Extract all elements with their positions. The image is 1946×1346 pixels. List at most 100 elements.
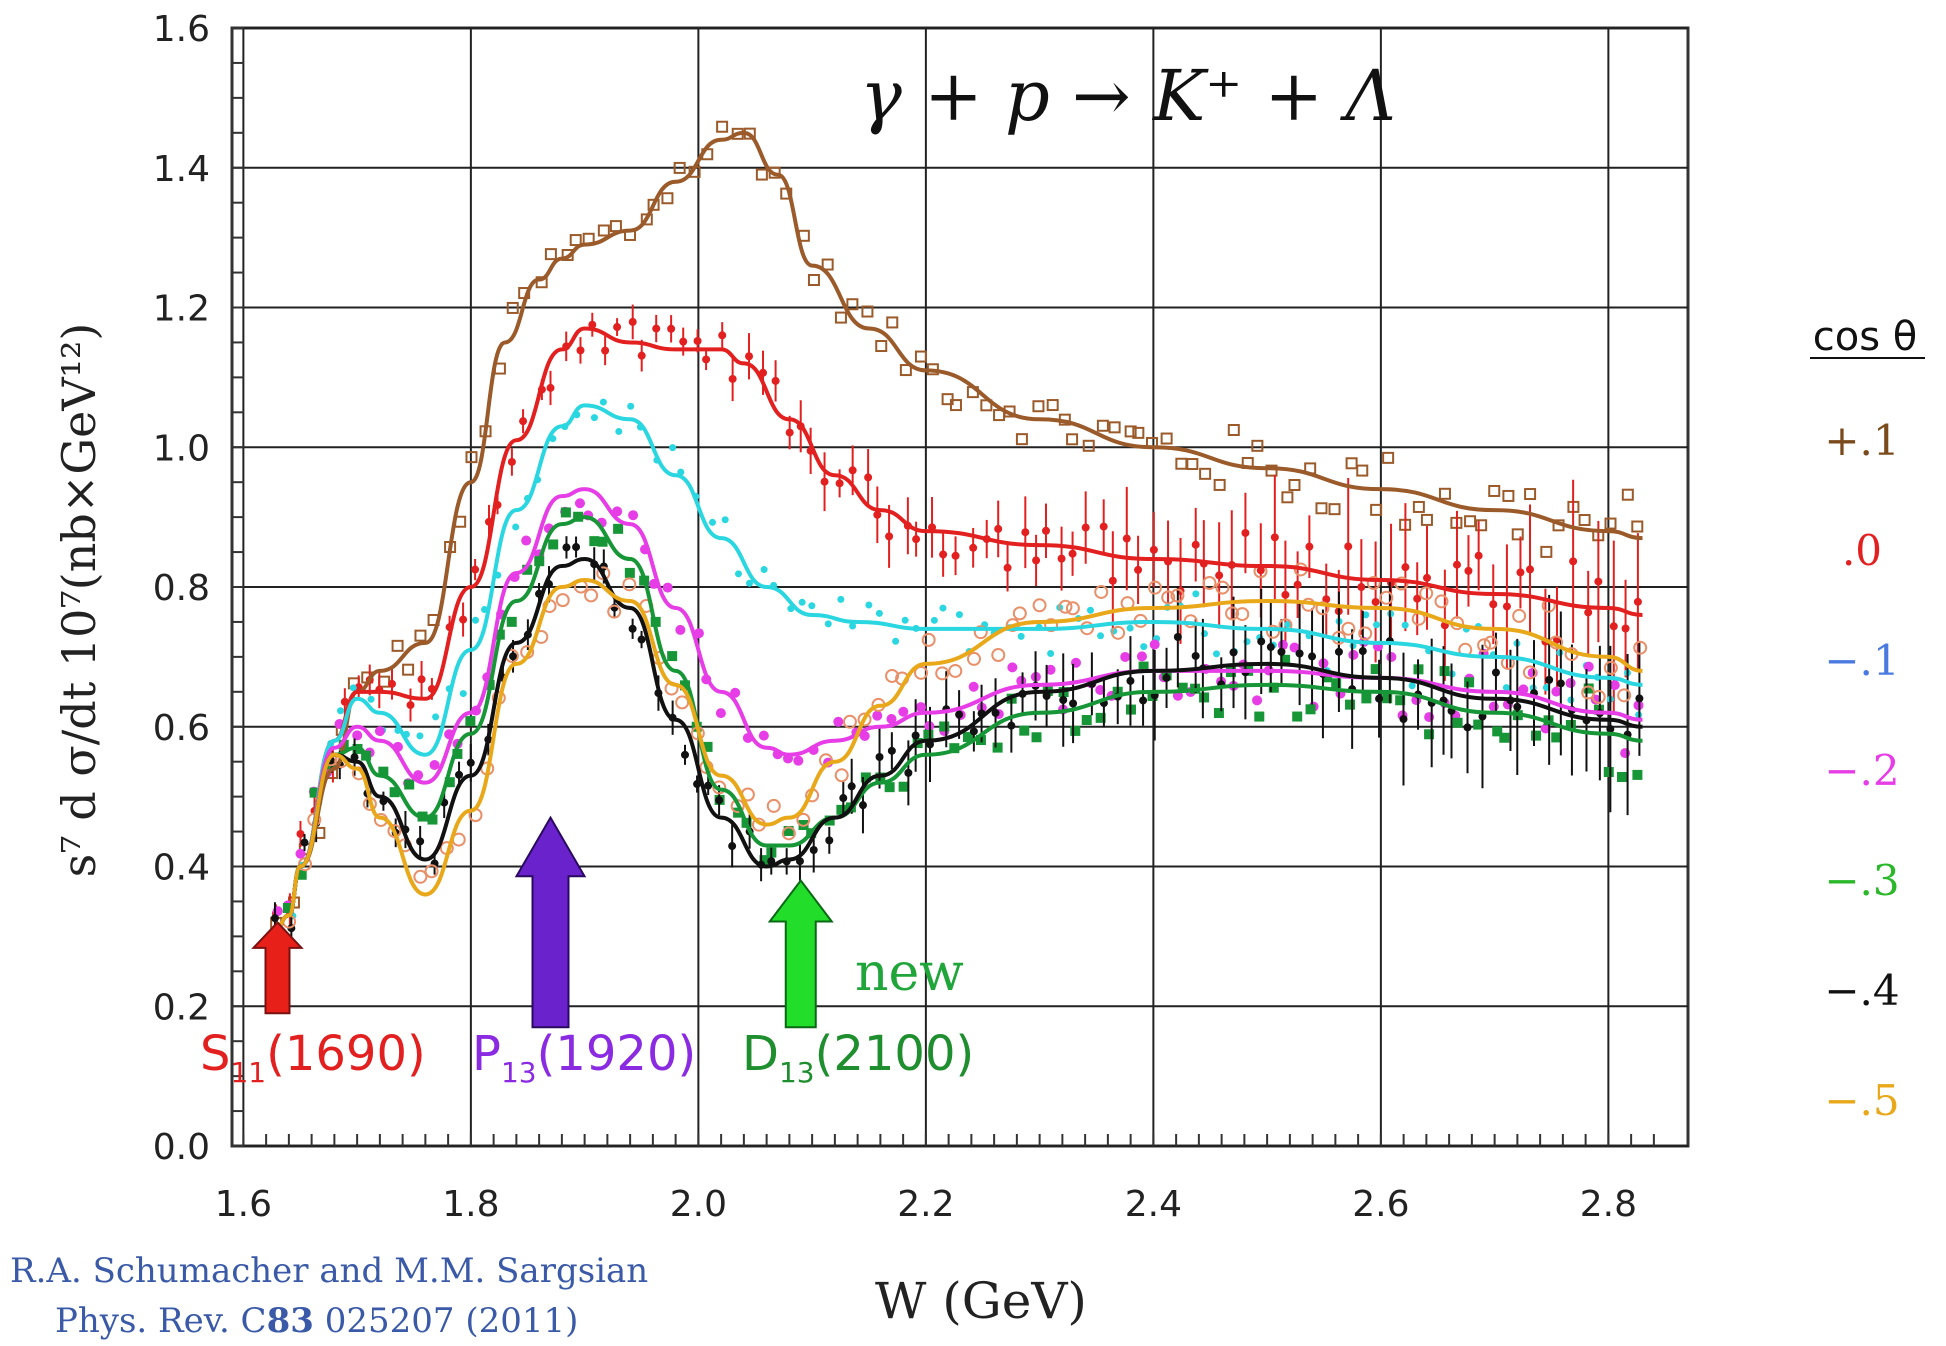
data-point — [1017, 632, 1025, 640]
data-point — [1401, 621, 1409, 629]
citation-volume: 83 — [267, 1301, 314, 1341]
data-point — [1256, 566, 1265, 575]
data-point — [675, 695, 690, 710]
data-point — [562, 543, 571, 552]
data-point — [295, 848, 306, 859]
data-point — [378, 766, 389, 777]
data-point — [1007, 662, 1018, 673]
data-point — [1227, 424, 1240, 437]
data-point — [607, 604, 622, 619]
data-point — [864, 473, 873, 482]
data-point — [1386, 652, 1397, 663]
data-point — [427, 814, 438, 825]
data-point — [661, 192, 674, 205]
data-point — [1149, 639, 1160, 650]
data-point — [912, 535, 921, 544]
data-point — [899, 364, 912, 377]
data-point — [416, 837, 425, 846]
data-point — [1524, 488, 1537, 501]
data-point — [544, 248, 557, 261]
data-point — [886, 713, 897, 724]
data-point — [1065, 601, 1080, 616]
data-point — [1502, 684, 1510, 692]
data-point — [560, 507, 571, 518]
data-point — [1094, 584, 1109, 599]
resonance-label-sub: 13 — [779, 1056, 815, 1089]
data-point — [884, 782, 895, 793]
data-point — [898, 706, 909, 717]
data-point — [1031, 732, 1042, 743]
data-point — [569, 234, 582, 247]
data-point — [930, 616, 938, 624]
data-point — [865, 601, 873, 609]
data-point — [679, 680, 690, 691]
data-point — [1081, 715, 1092, 726]
data-point — [1047, 649, 1055, 657]
data-point — [966, 651, 981, 666]
data-point — [1358, 626, 1373, 641]
data-point — [872, 710, 883, 721]
data-point — [601, 346, 610, 355]
data-point — [873, 510, 882, 519]
data-point — [1452, 560, 1461, 569]
data-point — [858, 801, 867, 810]
data-point — [1591, 689, 1606, 704]
x-tick-label: 2.0 — [670, 1184, 727, 1225]
legend-entry-5: −.4 — [1824, 966, 1899, 1015]
data-point — [1266, 643, 1275, 652]
data-point — [1620, 748, 1631, 759]
data-point — [939, 604, 947, 612]
data-point — [1516, 568, 1525, 577]
data-point — [1281, 491, 1294, 504]
data-point — [1213, 478, 1226, 491]
data-point — [693, 628, 704, 639]
data-point — [1044, 618, 1059, 633]
data-point — [597, 536, 608, 547]
x-axis-label: W (GeV) — [875, 1272, 1087, 1330]
legend-entry-0: +.1 — [1824, 416, 1899, 465]
data-point — [1140, 643, 1148, 651]
legend-entry-1: .0 — [1842, 526, 1882, 575]
legend-title: cos θ — [1813, 314, 1918, 360]
data-point — [459, 690, 467, 698]
data-point — [1252, 695, 1263, 706]
data-point — [1235, 607, 1250, 622]
legend-entry-3: −.2 — [1824, 746, 1899, 795]
resonance-arrow-1 — [514, 815, 587, 1029]
data-point — [673, 161, 686, 174]
data-point — [282, 902, 293, 913]
legend-entry-4: −.3 — [1824, 856, 1899, 905]
series-curve-5 — [271, 557, 1643, 939]
data-point — [1488, 701, 1499, 712]
data-point — [622, 577, 637, 592]
data-point — [836, 804, 847, 815]
data-point — [1032, 598, 1047, 613]
data-point — [662, 582, 673, 593]
data-point — [973, 625, 988, 640]
data-point — [506, 616, 517, 627]
data-point — [1032, 400, 1045, 413]
data-point — [939, 721, 950, 732]
data-point — [507, 457, 516, 466]
y-tick-label: 0.6 — [153, 708, 210, 749]
data-point — [849, 622, 857, 630]
data-point — [1046, 399, 1059, 412]
y-axis-label: s⁷ d σ/dt 10⁷(nb×GeV¹²) — [52, 323, 106, 878]
data-point — [1108, 576, 1117, 585]
data-point — [1012, 606, 1027, 621]
data-point — [1007, 721, 1016, 730]
data-point — [1295, 649, 1304, 658]
data-point — [466, 758, 475, 767]
data-point — [522, 564, 533, 575]
data-point — [555, 593, 570, 608]
data-point — [1464, 515, 1477, 528]
data-point — [471, 565, 480, 574]
data-point — [1032, 556, 1041, 565]
data-point — [1138, 661, 1149, 672]
data-point — [1361, 693, 1372, 704]
data-point — [637, 351, 646, 360]
x-tick-label: 1.8 — [442, 1184, 499, 1225]
data-point — [1399, 715, 1408, 724]
data-point — [1375, 694, 1384, 703]
